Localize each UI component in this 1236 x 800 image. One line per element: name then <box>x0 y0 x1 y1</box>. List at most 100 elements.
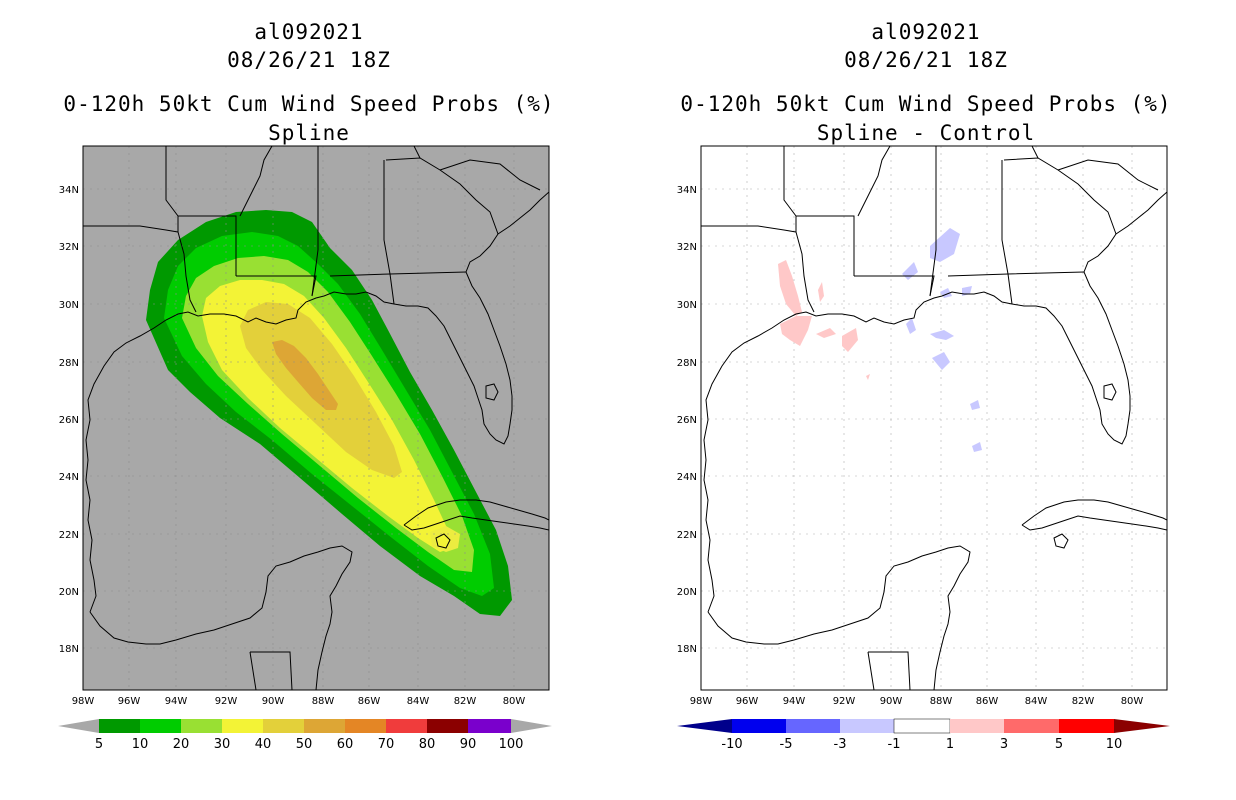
right-title-date: 08/26/21 18Z <box>844 48 1008 72</box>
left-title-storm: al092021 <box>254 20 364 44</box>
left-lat-labels: 34N 32N 30N 28N 26N 24N 22N 20N 18N <box>59 185 79 655</box>
prob-band-30-center <box>436 534 450 548</box>
colorbar-label: -3 <box>834 737 847 752</box>
lat-label: 18N <box>677 644 697 655</box>
colorbar-bin <box>345 719 386 733</box>
colorbar-label: 5 <box>95 737 103 752</box>
lon-label: 98W <box>72 696 95 707</box>
colorbar-label: 10 <box>132 737 149 752</box>
lon-label: 96W <box>736 696 759 707</box>
right-colorbar-labels: -10 -5 -3 -1 1 3 5 10 <box>721 737 1122 752</box>
colorbar-bin <box>140 719 181 733</box>
colorbar-underflow-arrow <box>677 719 732 733</box>
lat-label: 20N <box>59 587 79 598</box>
colorbar-label: 80 <box>419 737 436 752</box>
left-map <box>82 145 550 691</box>
left-map-frame <box>82 145 550 691</box>
lon-label: 80W <box>503 696 526 707</box>
colorbar-label: -1 <box>888 737 901 752</box>
left-title-method: Spline <box>268 121 350 145</box>
lat-label: 18N <box>59 644 79 655</box>
lat-label: 26N <box>677 415 697 426</box>
colorbar-label: -10 <box>721 737 742 752</box>
right-colorbar <box>677 718 1170 734</box>
lat-label: 34N <box>677 185 697 196</box>
lat-label: 32N <box>677 242 697 253</box>
negative-difference-areas <box>902 228 982 452</box>
colorbar-label: -5 <box>780 737 793 752</box>
colorbar-underflow-arrow <box>58 719 99 733</box>
lat-label: 26N <box>59 415 79 426</box>
lon-label: 92W <box>833 696 856 707</box>
prob-band-50 <box>272 340 338 410</box>
lon-label: 84W <box>407 696 430 707</box>
colorbar-bin <box>1059 719 1114 733</box>
lon-label: 82W <box>454 696 477 707</box>
colorbar-bin <box>840 719 894 733</box>
colorbar-label: 60 <box>337 737 354 752</box>
lon-label: 90W <box>262 696 285 707</box>
colorbar-bin <box>386 719 427 733</box>
colorbar-label: 70 <box>378 737 395 752</box>
lon-label: 94W <box>165 696 188 707</box>
colorbar-label: 3 <box>1000 737 1008 752</box>
colorbar-label: 1 <box>946 737 954 752</box>
lat-label: 28N <box>59 358 79 369</box>
colorbar-bin <box>950 719 1004 733</box>
right-title-method: Spline - Control <box>816 121 1036 145</box>
colorbar-bin <box>263 719 304 733</box>
colorbar-label: 50 <box>296 737 313 752</box>
colorbar-bin <box>786 719 840 733</box>
right-title-storm: al092021 <box>871 20 981 44</box>
colorbar-label: 100 <box>499 737 524 752</box>
lat-label: 32N <box>59 242 79 253</box>
lon-label: 94W <box>783 696 806 707</box>
lon-label: 80W <box>1121 696 1144 707</box>
lat-label: 20N <box>677 587 697 598</box>
lon-label: 86W <box>976 696 999 707</box>
positive-difference-areas <box>778 260 870 380</box>
colorbar-bin <box>181 719 222 733</box>
lat-label: 30N <box>677 300 697 311</box>
colorbar-overflow-arrow <box>511 719 552 733</box>
lat-label: 22N <box>677 530 697 541</box>
left-grid <box>83 146 549 690</box>
lon-label: 84W <box>1025 696 1048 707</box>
lon-label: 88W <box>312 696 335 707</box>
lat-label: 24N <box>677 472 697 483</box>
colorbar-label: 20 <box>173 737 190 752</box>
colorbar-bin <box>893 718 951 734</box>
colorbar-bin <box>222 719 263 733</box>
colorbar-bin <box>1004 719 1059 733</box>
right-map <box>700 145 1168 691</box>
colorbar-bin <box>732 719 786 733</box>
lon-label: 92W <box>215 696 238 707</box>
right-lat-labels: 34N 32N 30N 28N 26N 24N 22N 20N 18N <box>677 185 697 655</box>
lon-label: 90W <box>880 696 903 707</box>
right-map-frame <box>700 145 1168 691</box>
colorbar-overflow-arrow <box>1114 719 1170 733</box>
lat-label: 28N <box>677 358 697 369</box>
lon-label: 82W <box>1072 696 1095 707</box>
lon-label: 88W <box>930 696 953 707</box>
left-lon-labels: 98W 96W 94W 92W 90W 88W 86W 84W 82W 80W <box>72 696 526 707</box>
left-title-date: 08/26/21 18Z <box>227 48 391 72</box>
lat-label: 30N <box>59 300 79 311</box>
colorbar-bin <box>99 719 140 733</box>
colorbar-label: 10 <box>1106 737 1123 752</box>
lon-label: 96W <box>118 696 141 707</box>
lat-label: 34N <box>59 185 79 196</box>
left-colorbar-labels: 5 10 20 30 40 50 60 70 80 90 100 <box>95 737 524 752</box>
colorbar-bin <box>427 719 468 733</box>
colorbar-bin <box>468 719 511 733</box>
right-lon-labels: 98W 96W 94W 92W 90W 88W 86W 84W 82W 80W <box>690 696 1144 707</box>
right-title-product: 0-120h 50kt Cum Wind Speed Probs (%) <box>680 92 1172 116</box>
left-colorbar <box>58 719 552 733</box>
colorbar-label: 30 <box>214 737 231 752</box>
lat-label: 24N <box>59 472 79 483</box>
lat-label: 22N <box>59 530 79 541</box>
lon-label: 86W <box>358 696 381 707</box>
colorbar-label: 5 <box>1055 737 1063 752</box>
right-map-background <box>701 146 1167 690</box>
colorbar-label: 40 <box>255 737 272 752</box>
